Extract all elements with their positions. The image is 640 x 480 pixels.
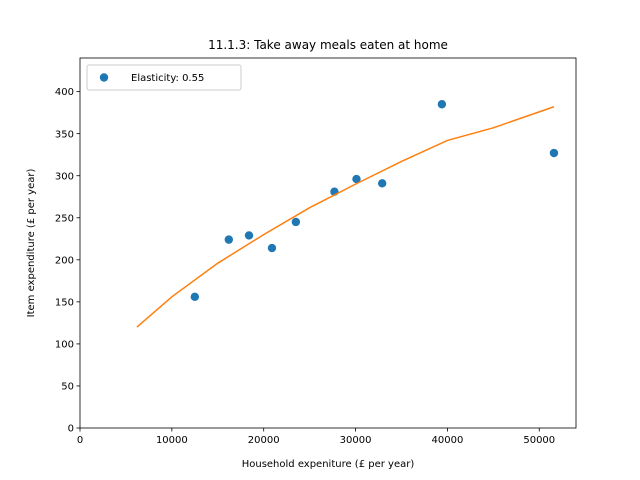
data-point [377,179,387,188]
y-tick-label: 150 [55,297,74,308]
x-axis-label: Household expeniture (£ per year) [242,459,415,470]
chart-title: 11.1.3: Take away meals eaten at home [208,38,448,52]
legend-label: Elasticity: 0.55 [131,73,204,84]
data-point [437,100,447,109]
x-tick-label: 20000 [248,435,280,446]
plot-area: 0 10000 20000 30000 40000 50000 0 50 100 150 200 25… [55,57,577,446]
axes-frame [79,57,577,429]
data-point [549,148,559,158]
y-tick-label: 350 [55,129,74,140]
y-axis-label: Item expenditure (£ per year) [26,169,37,318]
data-point [352,174,361,184]
x-tick-label: 0 [77,435,83,446]
y-tick-label: 200 [55,255,74,266]
data-point [291,217,301,227]
y-tick-label: 300 [55,171,74,182]
data-point [267,243,277,253]
x-tick-label: 40000 [432,435,464,446]
x-tick-label: 10000 [156,435,188,446]
data-point [244,231,254,240]
data-point [190,292,200,302]
x-tick-label: 50000 [523,435,555,446]
legend-box [86,64,242,91]
y-tick-label: 250 [55,213,74,224]
fit-line [136,106,555,328]
y-tick-label: 400 [55,87,74,98]
x-tick-label: 30000 [340,435,372,446]
y-tick-label: 100 [55,340,74,351]
legend-marker [99,73,109,82]
y-tick-label: 0 [68,424,74,435]
y-tick-label: 50 [61,382,74,393]
data-point [224,235,233,244]
